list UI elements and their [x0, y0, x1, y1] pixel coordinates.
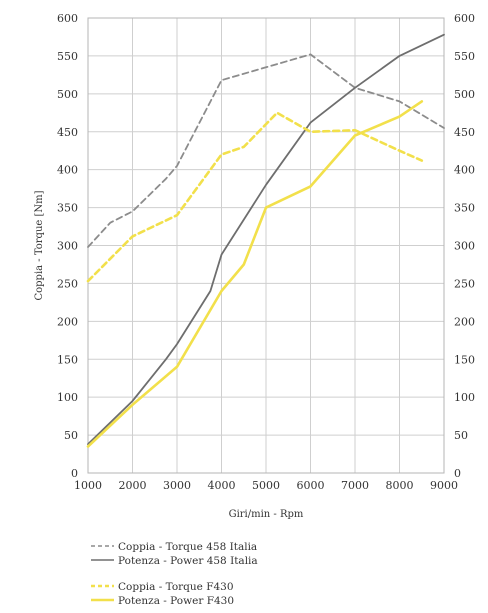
y-tick-label-left: 0 — [71, 467, 78, 480]
y-tick-label-left: 300 — [57, 240, 78, 253]
x-tick-label: 3000 — [163, 479, 191, 492]
y-tick-label-right: 450 — [454, 126, 475, 139]
y-tick-label-left: 600 — [57, 12, 78, 25]
y-tick-label-left: 400 — [57, 164, 78, 177]
axes — [87, 17, 445, 474]
y-tick-label-left: 550 — [57, 50, 78, 63]
y-tick-label-right: 550 — [454, 50, 475, 63]
x-tick-label: 6000 — [297, 479, 325, 492]
y-tick-label-left: 50 — [64, 429, 78, 442]
y-tick-label-right: 50 — [454, 429, 468, 442]
y-tick-label-right: 350 — [454, 202, 475, 215]
x-tick-label: 4000 — [208, 479, 236, 492]
legend: Coppia - Torque 458 Italia Potenza - Powe… — [91, 541, 258, 607]
legend-label: Coppia - Torque 458 Italia — [118, 541, 257, 553]
legend-label: Potenza - Power 458 Italia — [118, 555, 258, 567]
series-layer — [86, 33, 445, 448]
y-tick-label-right: 500 — [454, 88, 475, 101]
legend-label: Coppia - Torque F430 — [118, 581, 234, 593]
y-tick-label-right: 250 — [454, 277, 475, 290]
x-tick-label: 8000 — [386, 479, 414, 492]
y-tick-label-right: 100 — [454, 391, 475, 404]
grid — [87, 17, 445, 474]
y-tick-label-right: 300 — [454, 240, 475, 253]
y-tick-label-right: 200 — [454, 315, 475, 328]
series-line-1 — [87, 33, 445, 446]
x-tick-label: 7000 — [341, 479, 369, 492]
legend-label: Potenza - Power F430 — [118, 595, 234, 607]
y-tick-label-left: 200 — [57, 315, 78, 328]
plot-frame — [87, 17, 445, 474]
y-tick-label-left: 450 — [57, 126, 78, 139]
y-tick-label-left: 350 — [57, 202, 78, 215]
series-line-3 — [86, 100, 424, 448]
x-tick-label: 2000 — [119, 479, 147, 492]
y-tick-label-right: 0 — [454, 467, 461, 480]
series-line-0 — [87, 53, 445, 248]
y-tick-label-left: 250 — [57, 277, 78, 290]
x-tick-label: 1000 — [74, 479, 102, 492]
y-tick-label-right: 600 — [454, 12, 475, 25]
y-tick-label-left: 100 — [57, 391, 78, 404]
y-tick-label-right: 400 — [454, 164, 475, 177]
x-tick-label: 9000 — [430, 479, 458, 492]
y-axis-title: Coppia - Torque [Nm] — [34, 190, 45, 300]
y-tick-label-left: 150 — [57, 353, 78, 366]
x-axis-title: Giri/min - Rpm — [229, 509, 304, 520]
y-tick-label-left: 500 — [57, 88, 78, 101]
x-tick-label: 5000 — [252, 479, 280, 492]
y-tick-label-right: 150 — [454, 353, 475, 366]
series-line-2 — [86, 111, 424, 283]
